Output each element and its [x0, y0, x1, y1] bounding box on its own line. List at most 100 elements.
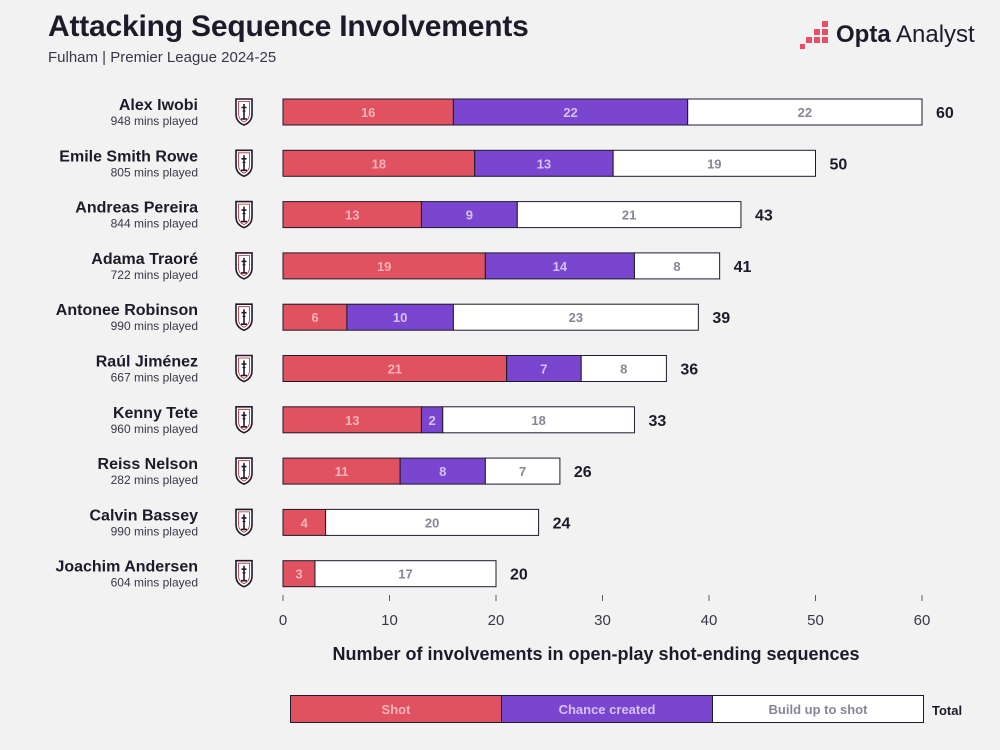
bar-chance-created	[399, 457, 486, 485]
fulham-crest-icon	[235, 303, 253, 332]
chart-subtitle: Fulham | Premier League 2024-25	[48, 49, 277, 66]
fulham-crest-icon	[235, 508, 253, 537]
x-tick-label: 0	[279, 612, 287, 629]
bar-total-label: 20	[510, 567, 528, 584]
fulham-crest-icon	[235, 559, 253, 588]
bar-chance-created-label: 13	[537, 156, 551, 171]
bar-build-up	[580, 355, 667, 382]
bar-chance-created-label: 7	[540, 362, 547, 377]
bar-chance-created-label: 22	[563, 105, 577, 120]
bar-build-up-label: 20	[425, 515, 439, 530]
x-tick-label: 60	[914, 612, 931, 629]
player-name: Emile Smith Rowe	[59, 148, 198, 165]
bar-build-up-label: 22	[798, 105, 812, 120]
bar-shot-label: 3	[295, 567, 302, 582]
bar-shot-label: 4	[301, 515, 309, 530]
bar-chance-created	[420, 201, 518, 229]
bar-total-label: 60	[936, 105, 954, 122]
player-name: Raúl Jiménez	[96, 354, 198, 371]
bar-shot	[282, 252, 486, 280]
bar-build-up	[516, 201, 742, 229]
bar-total-label: 43	[755, 208, 773, 225]
player-name: Joachim Andersen	[55, 559, 198, 576]
player-minutes: 844 mins played	[111, 217, 198, 231]
bar-chance-created-label: 10	[393, 310, 407, 325]
bar-shot	[282, 457, 401, 485]
bar-shot-label: 6	[311, 310, 318, 325]
bar-total-label: 36	[680, 362, 698, 379]
bar-build-up	[442, 406, 635, 434]
bar-build-up-label: 19	[707, 156, 721, 171]
player-minutes: 604 mins played	[111, 576, 198, 590]
bar-build-up-label: 21	[622, 208, 636, 223]
bar-shot	[282, 98, 454, 126]
bar-build-up-label: 18	[531, 413, 545, 428]
bar-total-label: 26	[574, 464, 592, 481]
bar-chance-created-label: 14	[553, 259, 568, 274]
x-tick-label: 20	[488, 612, 505, 629]
player-name: Reiss Nelson	[98, 456, 198, 473]
bar-build-up-label: 17	[398, 567, 412, 582]
bar-total-label: 50	[830, 156, 848, 173]
bar-build-up-label: 8	[673, 259, 680, 274]
bar-build-up	[633, 252, 721, 280]
bar-chance-created	[452, 98, 689, 126]
bar-build-up-label: 23	[569, 310, 583, 325]
bar-build-up	[314, 560, 497, 588]
x-axis-title: Number of involvements in open-play shot…	[332, 644, 859, 664]
fulham-crest-icon	[235, 149, 253, 178]
player-name: Andreas Pereira	[75, 200, 198, 217]
fulham-crest-icon	[235, 457, 253, 485]
x-tick-label: 40	[701, 612, 718, 629]
bar-shot-label: 11	[335, 464, 349, 479]
player-minutes: 667 mins played	[111, 371, 198, 385]
bar-build-up	[452, 303, 699, 331]
bar-chance-created	[484, 252, 635, 280]
stacked-bar-chart: 0 10 20 30 40 50 60 Number of involvements in o…	[55, 97, 954, 664]
bar-shot	[282, 508, 327, 536]
brand-logo: Opta Analyst	[800, 20, 975, 50]
opta-mark-icon	[800, 21, 828, 49]
bar-shot-label: 21	[388, 362, 402, 377]
bar-shot-label: 13	[345, 413, 359, 428]
player-name: Alex Iwobi	[119, 97, 198, 114]
bar-total-label: 24	[553, 515, 571, 532]
bar-shot-label: 19	[377, 259, 391, 274]
player-minutes: 282 mins played	[111, 473, 198, 487]
player-name: Kenny Tete	[113, 405, 198, 422]
bar-build-up	[484, 457, 561, 485]
bar-total-label: 39	[712, 310, 730, 327]
bar-chance-created-label: 8	[439, 464, 446, 479]
player-name: Antonee Robinson	[56, 302, 198, 319]
bar-shot	[282, 406, 422, 434]
bar-chance-created-label: 9	[466, 208, 473, 223]
fulham-crest-icon	[235, 98, 253, 126]
fulham-crest-icon	[235, 252, 253, 280]
bar-total-label: 41	[734, 259, 752, 276]
bar-build-up	[325, 508, 540, 536]
bar-build-up-label: 8	[620, 362, 627, 377]
bar-chance-created-label: 2	[428, 413, 435, 428]
bar-shot	[282, 560, 316, 588]
player-minutes: 990 mins played	[111, 319, 198, 333]
brand-name: Opta Analyst	[836, 21, 975, 48]
chart-title: Attacking Sequence Involvements	[48, 10, 529, 43]
player-minutes: 722 mins played	[111, 268, 198, 282]
bar-shot-label: 16	[361, 105, 375, 120]
x-tick-label: 50	[807, 612, 824, 629]
player-minutes: 990 mins played	[111, 524, 198, 538]
bar-build-up	[612, 149, 817, 177]
fulham-crest-icon	[235, 405, 253, 434]
bar-shot	[282, 355, 508, 382]
bar-total-label: 33	[648, 413, 666, 430]
bar-chance-created	[506, 355, 582, 382]
legend: Shot Chance created Build up to shot	[290, 695, 924, 723]
player-minutes: 948 mins played	[111, 114, 198, 128]
legend-total: Total	[932, 703, 963, 718]
legend-chance-created: Chance created	[501, 696, 712, 722]
x-tick-label: 10	[381, 612, 398, 629]
bar-chance-created	[346, 303, 454, 331]
bar-shot	[282, 303, 348, 331]
player-name: Calvin Bassey	[89, 507, 198, 524]
legend-shot: Shot	[291, 696, 501, 722]
